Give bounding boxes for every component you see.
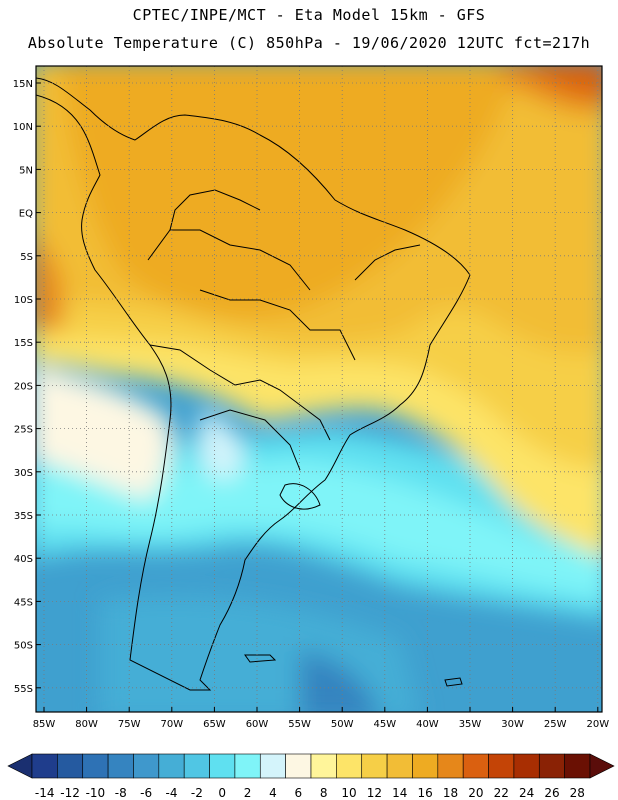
- colorbar-label: -12: [60, 786, 80, 800]
- map-border: [35, 65, 603, 713]
- colorbar-swatch: [209, 753, 236, 779]
- colorbar-swatch: [259, 753, 286, 779]
- colorbar-swatch: [234, 753, 261, 779]
- colorbar-swatch: [310, 753, 337, 779]
- colorbar-label: -6: [140, 786, 152, 800]
- colorbar-label: -10: [86, 786, 106, 800]
- colorbar-label: -8: [115, 786, 127, 800]
- lon-tick-label: 45W: [373, 719, 396, 730]
- lat-tick-label: 5S: [20, 252, 33, 263]
- colorbar-swatch: [133, 753, 160, 779]
- lon-tick-label: 20W: [586, 719, 609, 730]
- colorbar-label: 14: [392, 786, 407, 800]
- lat-tick-label: 45S: [14, 597, 33, 608]
- chart-title: CPTEC/INPE/MCT - Eta Model 15km - GFS: [132, 6, 486, 24]
- colorbar-label: 26: [544, 786, 559, 800]
- colorbar-label: 24: [519, 786, 534, 800]
- lat-tick-label: 20S: [14, 381, 33, 392]
- lon-tick-label: 40W: [416, 719, 439, 730]
- colorbar-label: 18: [443, 786, 458, 800]
- latitude-labels: 15N 10N 5N EQ 5S 10S 15S 20S 25S 30S 35S 40S 45S 50S 5…: [13, 79, 41, 695]
- colorbar: -14 -12 -10 -8 -6 -4 -2 0 2 4 6 8 10 12 14 16 18 20 22 24 26…: [7, 753, 615, 800]
- lon-tick-label: 75W: [118, 719, 141, 730]
- colorbar-label: 16: [417, 786, 432, 800]
- lat-tick-label: EQ: [19, 209, 33, 220]
- colorbar-right-arrow: [589, 753, 615, 779]
- lat-tick-label: 15N: [13, 79, 33, 90]
- colorbar-label: 2: [244, 786, 252, 800]
- lon-tick-label: 55W: [288, 719, 311, 730]
- colorbar-label: 0: [218, 786, 226, 800]
- lat-tick-label: 10S: [14, 295, 33, 306]
- colorbar-swatch: [437, 753, 464, 779]
- colorbar-swatch: [183, 753, 210, 779]
- colorbar-swatch: [285, 753, 312, 779]
- colorbar-label: 20: [468, 786, 483, 800]
- lon-tick-label: 70W: [160, 719, 183, 730]
- colorbar-label: 28: [570, 786, 585, 800]
- colorbar-label: 8: [320, 786, 328, 800]
- colorbar-label: 22: [494, 786, 509, 800]
- lat-tick-label: 50S: [14, 641, 33, 652]
- lat-tick-label: 35S: [14, 511, 33, 522]
- colorbar-label: -2: [191, 786, 203, 800]
- lon-tick-label: 30W: [501, 719, 524, 730]
- colorbar-swatch: [386, 753, 413, 779]
- lon-tick-label: 25W: [544, 719, 567, 730]
- colorbar-swatch: [31, 753, 58, 779]
- colorbar-label: 12: [367, 786, 382, 800]
- lon-tick-label: 85W: [33, 719, 56, 730]
- lon-tick-label: 65W: [203, 719, 226, 730]
- colorbar-swatch: [82, 753, 109, 779]
- lat-tick-label: 15S: [14, 338, 33, 349]
- colorbar-swatch: [57, 753, 84, 779]
- colorbar-swatch: [412, 753, 439, 779]
- colorbar-swatch: [361, 753, 388, 779]
- colorbar-swatch: [513, 753, 540, 779]
- colorbar-swatch: [336, 753, 363, 779]
- lon-tick-label: 80W: [75, 719, 98, 730]
- lat-tick-label: 25S: [14, 425, 33, 436]
- lon-tick-label: 35W: [459, 719, 482, 730]
- lon-tick-label: 50W: [331, 719, 354, 730]
- lon-tick-label: 60W: [246, 719, 269, 730]
- colorbar-swatch: [564, 753, 591, 779]
- colorbar-left-arrow: [7, 753, 33, 779]
- colorbar-label: 6: [294, 786, 302, 800]
- colorbar-swatch: [462, 753, 489, 779]
- colorbar-label: 4: [269, 786, 277, 800]
- lat-tick-label: 30S: [14, 468, 33, 479]
- colorbar-label: 10: [341, 786, 356, 800]
- colorbar-swatch: [538, 753, 565, 779]
- colorbar-label: -4: [166, 786, 178, 800]
- lat-tick-label: 40S: [14, 554, 33, 565]
- chart-subtitle: Absolute Temperature (C) 850hPa - 19/06/…: [27, 34, 591, 52]
- colorbar-swatch: [158, 753, 185, 779]
- colorbar-label: -14: [35, 786, 55, 800]
- colorbar-swatch: [488, 753, 515, 779]
- lat-tick-label: 10N: [13, 122, 33, 133]
- colorbar-swatch: [107, 753, 134, 779]
- temperature-field: [36, 66, 602, 712]
- longitude-labels: 85W 80W 75W 70W 65W 60W 55W 50W 45W 40W 35W 30W 25W 2…: [33, 707, 609, 730]
- lat-tick-label: 5N: [19, 165, 33, 176]
- lat-tick-label: 55S: [14, 684, 33, 695]
